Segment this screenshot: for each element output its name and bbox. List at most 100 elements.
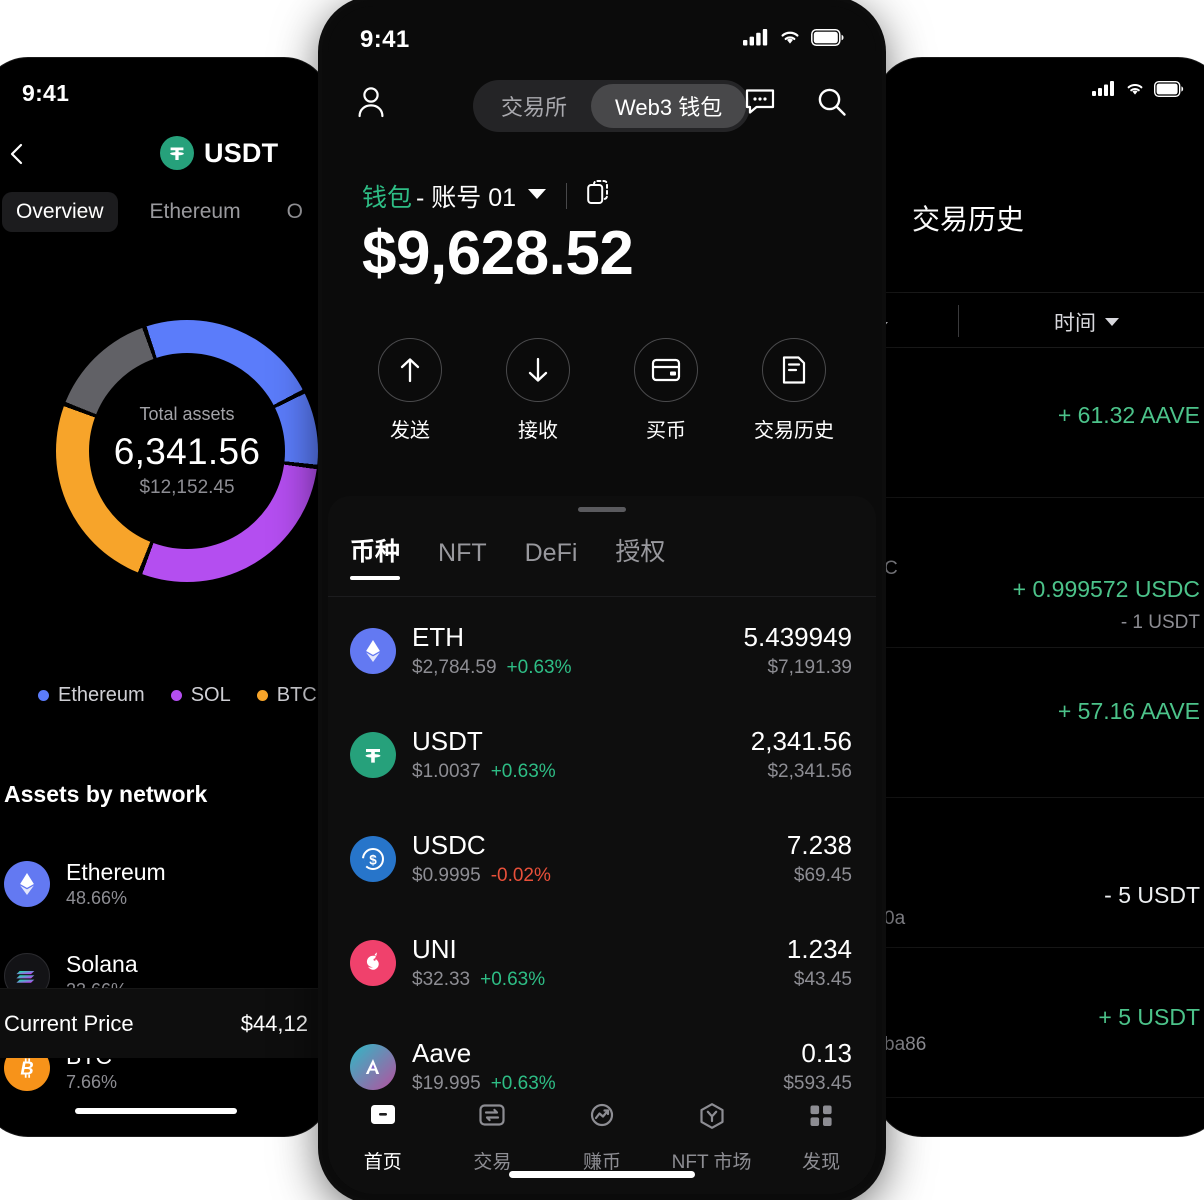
- donut-hole: [89, 353, 285, 549]
- token-price: $1.0037: [412, 761, 481, 783]
- legend-label: Ethereum: [58, 684, 145, 706]
- tab-defi[interactable]: DeFi: [524, 539, 578, 567]
- ethereum-icon: [350, 628, 396, 674]
- donut-subamount: $12,152.45: [139, 476, 235, 498]
- filter-time[interactable]: 时间: [1054, 307, 1119, 337]
- left-phone-screen: 9:41 USDT Overview Ethereum O: [0, 58, 330, 1136]
- legend-item: SOL: [170, 684, 231, 707]
- token-change: +0.63%: [490, 761, 556, 783]
- segment-exchange[interactable]: 交易所: [501, 95, 568, 120]
- mid-status-bar: 9:41: [328, 26, 876, 68]
- tab-earn[interactable]: 赚币: [550, 1102, 654, 1174]
- right-filter-bar: 时间: [876, 292, 1204, 348]
- wallet-name: 钱包: [362, 184, 413, 212]
- home-indicator: [75, 1108, 237, 1114]
- action-receive[interactable]: 接收: [488, 338, 588, 443]
- current-price-value: $44,12: [240, 1010, 308, 1036]
- token-meta: $2,784.59 +0.63%: [412, 657, 572, 679]
- tx-subamount: - 1 USDT: [1120, 612, 1200, 633]
- tab-label: 首页: [363, 1152, 402, 1173]
- token-balance: 2,341.56: [750, 725, 852, 756]
- transaction-list: + 61.32 AAVE C + 0.999572 USDC - 1 USDT …: [876, 348, 1204, 1098]
- table-row[interactable]: + 57.16 AAVE: [876, 648, 1204, 798]
- table-row[interactable]: C + 0.999572 USDC - 1 USDT: [876, 498, 1204, 648]
- tab-discover[interactable]: 发现: [769, 1102, 873, 1174]
- current-price-bar: Current Price $44,12: [0, 988, 330, 1058]
- page-title: USDT: [204, 137, 279, 168]
- action-send[interactable]: 发送: [360, 338, 460, 443]
- arrow-down-icon: [506, 338, 570, 402]
- token-meta: $32.33 +0.63%: [412, 969, 545, 991]
- legend-dot-icon: [170, 690, 182, 701]
- mid-phone-screen: 9:41 交易所 Web3 钱包: [328, 6, 876, 1194]
- tab-overview[interactable]: Overview: [2, 192, 118, 232]
- legend-label: BTC: [276, 684, 317, 706]
- left-title-group: USDT: [160, 136, 278, 170]
- action-label: 交易历史: [754, 420, 834, 442]
- list-item[interactable]: $ USDC $0.9995 -0.02% 7.238 $69.45: [328, 807, 876, 911]
- token-balance: 5.439949: [743, 621, 852, 652]
- token-list: ETH $2,784.59 +0.63% 5.439949 $7,191.39: [328, 599, 876, 1090]
- svg-text:B: B: [20, 1058, 33, 1079]
- arrow-up-icon: [378, 338, 442, 402]
- filter-time-label: 时间: [1054, 312, 1096, 335]
- usdc-icon: $: [350, 836, 396, 882]
- tab-other[interactable]: O: [286, 200, 303, 223]
- table-row[interactable]: + 61.32 AAVE: [876, 348, 1204, 498]
- tab-trade[interactable]: 交易: [440, 1102, 544, 1174]
- uniswap-icon: [350, 940, 396, 986]
- token-symbol: Aave: [412, 1037, 472, 1068]
- tx-amount: + 5 USDT: [1098, 1004, 1200, 1030]
- list-item[interactable]: ETH $2,784.59 +0.63% 5.439949 $7,191.39: [328, 599, 876, 703]
- segment-web3-wallet[interactable]: Web3 钱包: [591, 84, 747, 128]
- token-meta: $1.0037 +0.63%: [412, 761, 556, 783]
- earn-icon: [585, 1102, 619, 1139]
- tab-coins[interactable]: 币种: [350, 532, 401, 580]
- header-segmented-control: 交易所 Web3 钱包: [473, 80, 751, 132]
- signal-icon: [1092, 81, 1114, 96]
- token-amounts: 0.13 $593.45: [783, 1038, 852, 1090]
- left-tabs: Overview Ethereum O: [0, 192, 330, 232]
- chevron-down-icon[interactable]: [528, 187, 547, 205]
- assets-by-network-title: Assets by network: [4, 781, 208, 807]
- tx-amount: - 5 USDT: [1104, 882, 1200, 908]
- token-price: $0.9995: [412, 865, 481, 887]
- action-label: 买币: [646, 420, 686, 442]
- action-history[interactable]: 交易历史: [744, 338, 844, 443]
- chat-bubble-icon[interactable]: [744, 86, 776, 121]
- token-symbol: USDT: [412, 725, 483, 756]
- table-row[interactable]: + 5 USDT ba86: [876, 948, 1204, 1098]
- wifi-icon: [1127, 83, 1143, 95]
- ethereum-icon: [4, 861, 50, 907]
- sheet-grabber[interactable]: [578, 507, 626, 512]
- copy-icon[interactable]: [587, 179, 611, 213]
- sheet-divider: [328, 596, 876, 597]
- token-amounts: 7.238 $69.45: [787, 830, 852, 888]
- list-item[interactable]: USDT $1.0037 +0.63% 2,341.56 $2,341.56: [328, 703, 876, 807]
- tab-approvals[interactable]: 授权: [615, 538, 666, 566]
- home-indicator: [509, 1171, 695, 1178]
- tx-amount: + 0.999572 USDC: [1012, 576, 1200, 602]
- tab-nft[interactable]: NFT: [438, 539, 487, 567]
- token-symbol: USDC: [412, 829, 486, 860]
- list-item[interactable]: Aave $19.995 +0.63% 0.13 $593.45: [328, 1015, 876, 1090]
- wallet-selector[interactable]: 钱包 - 账号 01: [362, 178, 611, 214]
- tab-nft-market[interactable]: NFT 市场: [660, 1102, 764, 1174]
- list-item[interactable]: UNI $32.33 +0.63% 1.234 $43.45: [328, 911, 876, 1015]
- token-change: +0.63%: [506, 657, 572, 679]
- tab-ethereum[interactable]: Ethereum: [149, 200, 241, 223]
- battery-icon: [1154, 80, 1184, 97]
- back-icon[interactable]: [4, 138, 30, 170]
- tab-home[interactable]: 首页: [331, 1102, 435, 1174]
- table-row[interactable]: - 5 USDT 0a: [876, 798, 1204, 948]
- search-icon[interactable]: [816, 86, 848, 123]
- person-icon[interactable]: [356, 85, 386, 124]
- list-item[interactable]: Ethereum 48.66%: [4, 838, 304, 930]
- network-name: Ethereum: [66, 858, 166, 885]
- token-meta: $0.9995 -0.02%: [412, 865, 551, 887]
- card-icon: [634, 338, 698, 402]
- token-symbol: ETH: [412, 621, 464, 652]
- action-buy[interactable]: 买币: [616, 338, 716, 443]
- wallet-account: - 账号 01: [416, 184, 517, 212]
